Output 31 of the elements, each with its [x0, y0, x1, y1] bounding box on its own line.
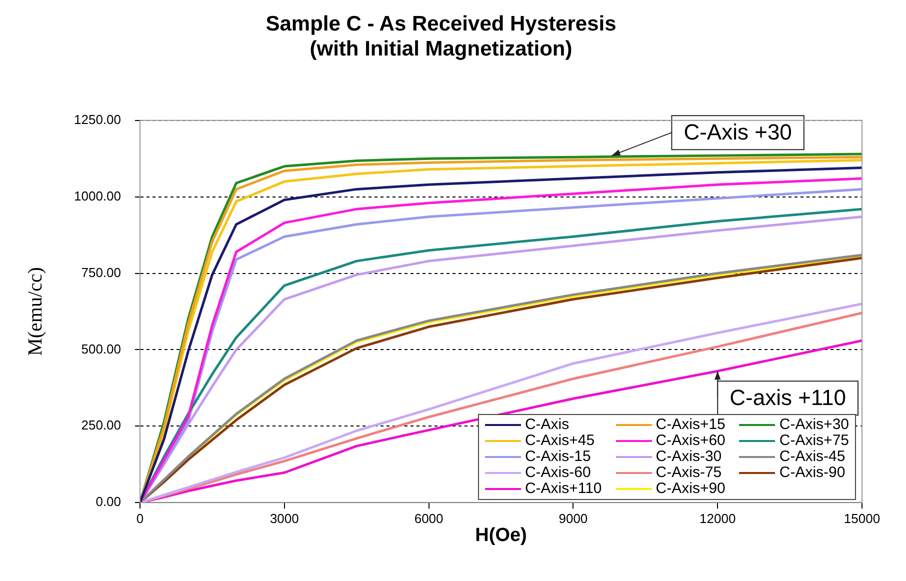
- y-tick-label: 500.00: [81, 341, 121, 356]
- legend-label: C-Axis-15: [524, 448, 591, 465]
- annotation: C-Axis +30: [684, 120, 792, 145]
- x-tick-label: 6000: [414, 510, 444, 526]
- annotation: C-axis +110: [730, 385, 846, 410]
- legend-label: C-Axis+75: [779, 432, 849, 449]
- legend-label: C-Axis+15: [656, 416, 726, 433]
- legend-label: C-Axis+60: [656, 432, 726, 449]
- chart-title: Sample C - As Received Hysteresis (with Initial Magnetization): [266, 12, 616, 61]
- legend-label: C-Axis-90: [779, 464, 846, 481]
- y-tick-label: 1000.00: [74, 188, 121, 204]
- legend-label: C-Axis-75: [656, 464, 722, 481]
- legend-label: C-Axis-30: [656, 448, 722, 465]
- y-tick-label: 1250.00: [74, 112, 121, 127]
- y-tick-label: 250.00: [81, 418, 121, 433]
- x-tick-label: 12000: [700, 510, 736, 526]
- legend-label: C-Axis-60: [524, 464, 591, 481]
- legend-label: C-Axis+45: [524, 432, 595, 449]
- y-axis-title: M(emu/cc): [24, 267, 46, 356]
- x-tick-label: 15000: [844, 510, 880, 526]
- legend-label: C-Axis+90: [656, 480, 726, 497]
- x-axis-title: H(Oe): [475, 524, 527, 546]
- y-tick-label: 0.00: [96, 494, 121, 510]
- y-tick-label: 750.00: [81, 264, 121, 280]
- legend-label: C-Axis+30: [779, 416, 849, 433]
- legend-label: C-Axis-45: [779, 448, 846, 465]
- x-tick-label: 3000: [270, 510, 299, 526]
- legend-label: C-Axis: [524, 416, 570, 433]
- legend-label: C-Axis+110: [524, 480, 602, 497]
- x-tick-label: 9000: [558, 510, 588, 526]
- x-tick-label: 0: [136, 510, 144, 526]
